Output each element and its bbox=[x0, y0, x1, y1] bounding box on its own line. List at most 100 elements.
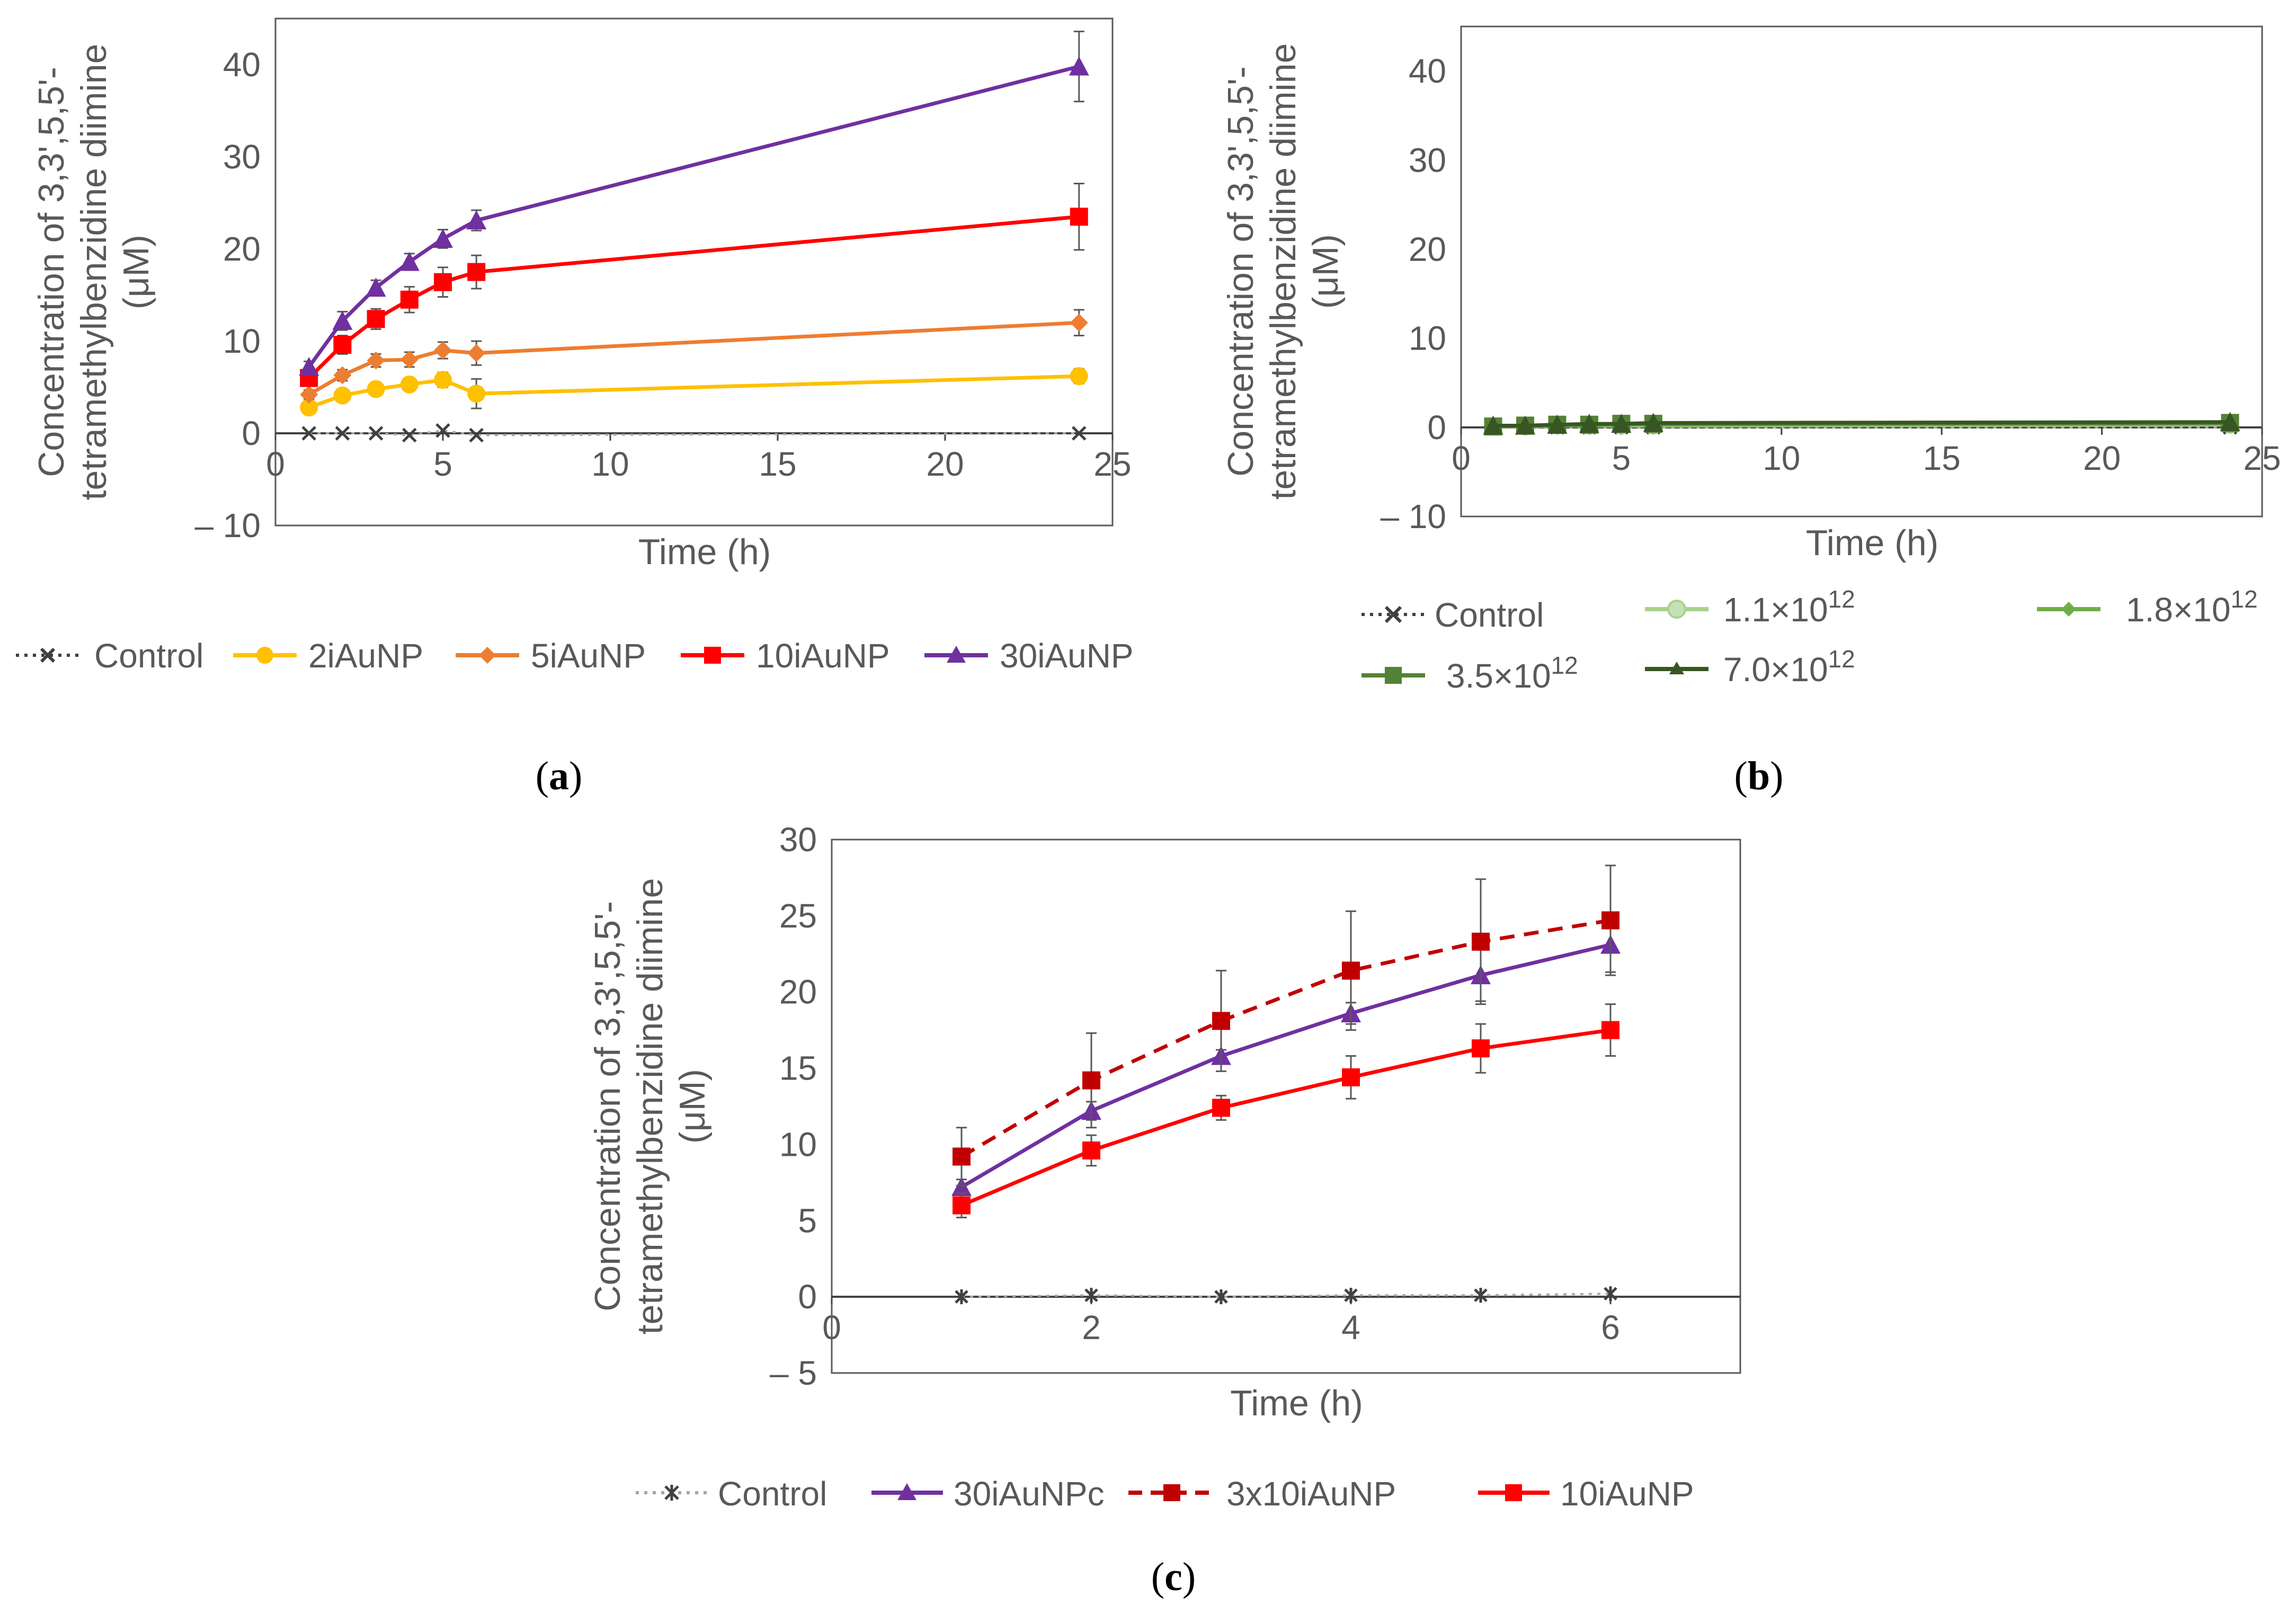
data-point bbox=[1072, 426, 1087, 441]
legend-b-item-1-8e12: 1.8×1012 bbox=[2037, 585, 2258, 629]
series-control bbox=[955, 1286, 1617, 1305]
data-point bbox=[1082, 1071, 1100, 1090]
legend-c-item-control: Control bbox=[636, 1475, 827, 1513]
data-point bbox=[1214, 1289, 1228, 1305]
data-point bbox=[467, 385, 486, 403]
data-point bbox=[467, 263, 486, 281]
data-point bbox=[335, 426, 350, 441]
legend-label: 10iAuNP bbox=[1560, 1475, 1694, 1513]
caption-c: (c) bbox=[1151, 1555, 1196, 1599]
circle-marker-icon bbox=[256, 647, 273, 664]
y-axis-label-line: (μM) bbox=[672, 1069, 713, 1144]
data-point bbox=[400, 350, 419, 369]
legend-b-item-1-1e12: 1.1×1012 bbox=[1645, 585, 1855, 629]
y-axis-label-line: Concentration of 3,3',5,5'- bbox=[588, 901, 628, 1311]
data-point bbox=[1070, 314, 1088, 332]
data-point bbox=[953, 1147, 971, 1166]
x-tick-label: 0 bbox=[1452, 439, 1471, 477]
triangle-marker-icon bbox=[897, 1483, 916, 1500]
data-point bbox=[433, 228, 453, 248]
series-line bbox=[960, 943, 1611, 1189]
triangle-marker-icon bbox=[1669, 662, 1684, 674]
star-marker-icon bbox=[664, 1485, 679, 1501]
x-tick-label: 15 bbox=[1923, 439, 1961, 477]
data-point bbox=[333, 366, 352, 385]
data-point bbox=[399, 252, 420, 271]
y-axis-label-line: Concentration of 3,3',5,5'- bbox=[1221, 66, 1261, 476]
x-tick-label: 0 bbox=[822, 1308, 841, 1347]
series-30iaunp bbox=[299, 30, 1089, 376]
data-point bbox=[1342, 1068, 1360, 1086]
data-point bbox=[1474, 1288, 1488, 1303]
legend-label: 1.1×1012 bbox=[1723, 585, 1855, 629]
series-line bbox=[307, 65, 1080, 368]
data-point bbox=[469, 427, 484, 443]
x-tick-label: 5 bbox=[1612, 439, 1631, 477]
legend-a-item-2iaunp: 2iAuNP bbox=[233, 637, 423, 675]
legend-label: Control bbox=[1435, 596, 1544, 634]
legend-label: 30iAuNPc bbox=[954, 1475, 1105, 1513]
data-point bbox=[1070, 367, 1088, 386]
y-axis-label: Concentration of 3,3',5,5'-tetramethylbe… bbox=[1221, 43, 1346, 500]
data-point bbox=[466, 210, 487, 230]
legend-label: 3x10iAuNP bbox=[1226, 1475, 1396, 1513]
caption-b: (b) bbox=[1734, 754, 1784, 798]
x-tick-label: 15 bbox=[759, 445, 796, 483]
x-tick-label: 6 bbox=[1601, 1308, 1620, 1347]
legend-label: 5iAuNP bbox=[531, 637, 646, 675]
y-tick-label: 40 bbox=[1409, 52, 1446, 90]
x-tick-label: 4 bbox=[1341, 1308, 1360, 1347]
legend-label: Control bbox=[718, 1475, 827, 1513]
y-tick-label: 30 bbox=[223, 138, 261, 176]
data-point bbox=[1212, 1012, 1230, 1030]
data-point bbox=[435, 423, 450, 438]
data-point bbox=[1084, 1288, 1098, 1303]
series-2iaunp bbox=[300, 367, 1088, 417]
x-tick-label: 2 bbox=[1082, 1308, 1101, 1347]
y-tick-label: 20 bbox=[1409, 230, 1446, 268]
y-tick-label: 0 bbox=[242, 414, 261, 452]
x-tick-label: 20 bbox=[2083, 439, 2121, 477]
legend-a: Control 2iAuNP 5iAuNP 10iAuNP 30iAuNP bbox=[16, 637, 1134, 675]
legend-a-item-control: Control bbox=[16, 637, 203, 675]
series-line bbox=[308, 374, 1079, 409]
square-marker-icon bbox=[1505, 1484, 1522, 1501]
data-point bbox=[1601, 911, 1619, 930]
y-axis-label-line: tetramethylbenzidine diimine bbox=[1263, 43, 1303, 500]
legend-label: 7.0×1012 bbox=[1723, 645, 1855, 689]
x-tick-label: 25 bbox=[2243, 439, 2281, 477]
y-tick-label: 40 bbox=[223, 46, 261, 84]
data-point bbox=[951, 1176, 972, 1196]
triangle-marker-icon bbox=[947, 646, 966, 663]
data-point bbox=[1601, 1021, 1619, 1039]
series-3x10iaunp bbox=[953, 864, 1619, 1187]
y-axis-label-line: tetramethylbenzidine diimine bbox=[74, 44, 114, 501]
data-point bbox=[333, 335, 352, 354]
x-tick-label: 5 bbox=[433, 445, 452, 483]
y-tick-label: 30 bbox=[1409, 141, 1446, 179]
data-point bbox=[367, 380, 385, 398]
x-axis-label: Time (h) bbox=[638, 532, 771, 572]
data-point bbox=[1604, 1286, 1617, 1301]
diamond-marker-icon bbox=[2061, 602, 2076, 617]
data-point bbox=[400, 290, 419, 309]
data-point bbox=[300, 385, 318, 404]
legend-c-item-30iaunpc: 30iAuNPc bbox=[871, 1475, 1105, 1513]
y-axis-label-line: Concentration of 3,3',5,5'- bbox=[31, 67, 72, 477]
y-tick-label: 0 bbox=[798, 1278, 817, 1316]
legend-a-item-5iaunp: 5iAuNP bbox=[456, 637, 646, 675]
data-point bbox=[299, 356, 319, 376]
data-point bbox=[332, 310, 353, 330]
data-point bbox=[1472, 1039, 1490, 1058]
data-point bbox=[301, 426, 316, 441]
square-marker-icon bbox=[1163, 1484, 1180, 1501]
data-point bbox=[368, 426, 384, 441]
data-point bbox=[1344, 1288, 1358, 1303]
square-marker-icon bbox=[704, 647, 721, 664]
data-point bbox=[434, 371, 452, 389]
caption-a: (a) bbox=[536, 754, 583, 798]
legend-c-item-3x10iaunp: 3x10iAuNP bbox=[1128, 1475, 1396, 1513]
data-point bbox=[1342, 961, 1360, 980]
diamond-marker-icon bbox=[479, 647, 496, 664]
y-tick-label: – 10 bbox=[1380, 497, 1446, 536]
